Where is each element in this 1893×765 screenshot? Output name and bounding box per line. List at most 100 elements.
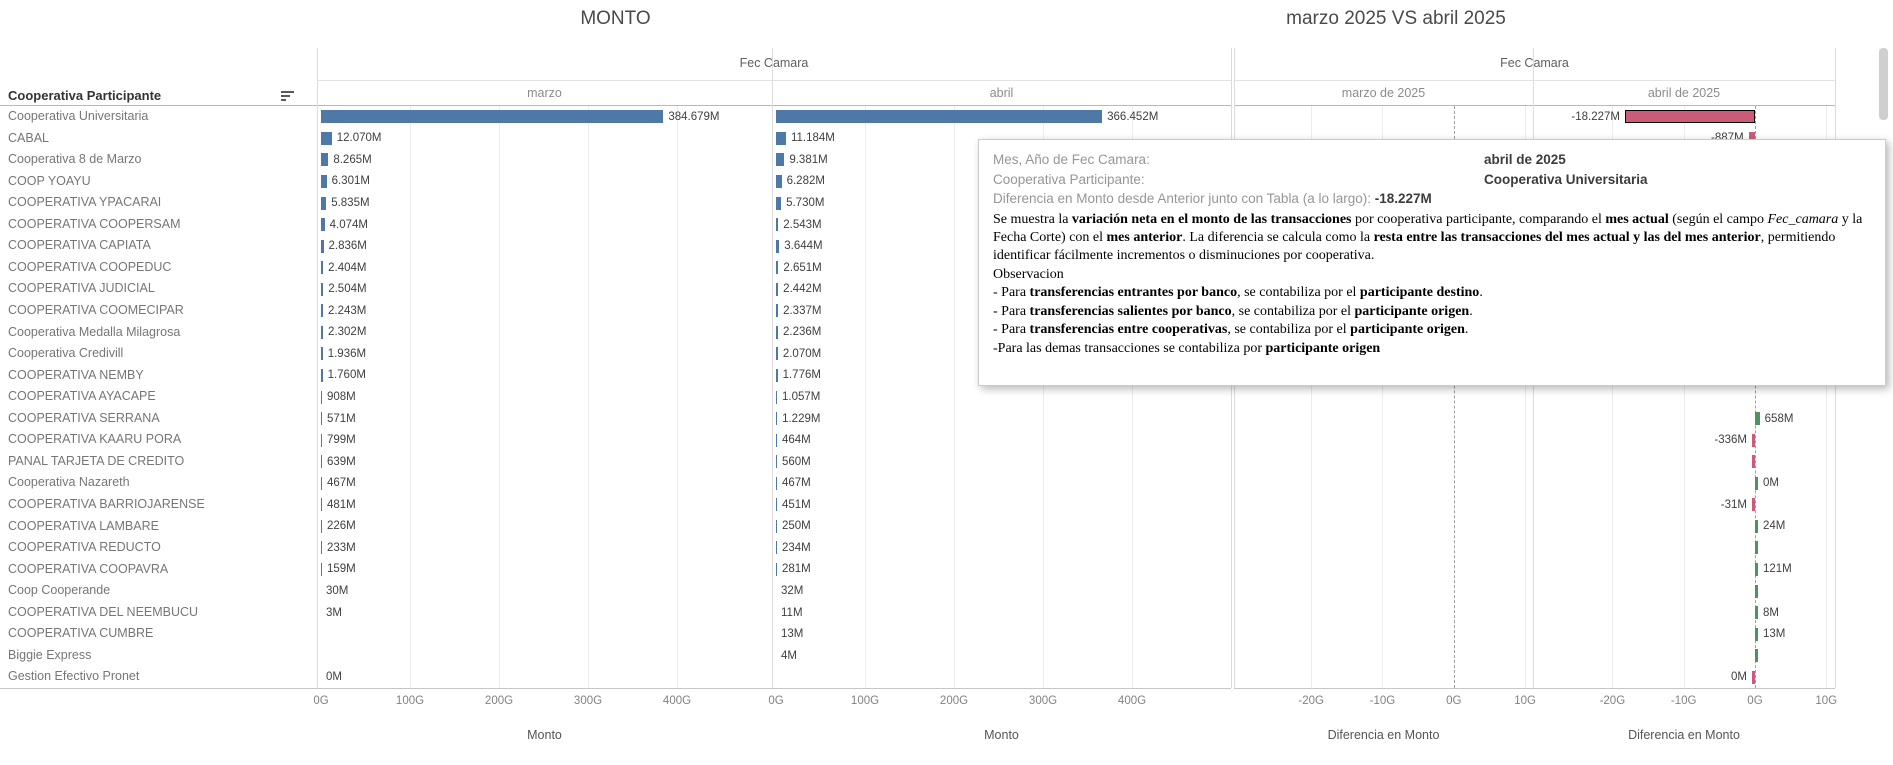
bar-mark[interactable]	[321, 153, 329, 167]
bar-mark[interactable]	[776, 110, 1103, 124]
row-label[interactable]: COOPERATIVA COOMECIPAR	[8, 303, 184, 317]
bar-mark[interactable]	[776, 498, 777, 512]
bar-mark[interactable]	[321, 412, 322, 426]
bar-mark[interactable]	[776, 368, 778, 382]
row-label[interactable]: COOPERATIVA COOPERSAM	[8, 216, 181, 231]
bar-mark[interactable]	[776, 562, 777, 576]
bar-value-label: 250M	[782, 520, 811, 533]
bar-mark[interactable]	[321, 498, 322, 512]
bar-mark[interactable]	[776, 304, 779, 318]
diff-bar-negative[interactable]	[1625, 110, 1755, 124]
row-label[interactable]: COOPERATIVA REDUCTO	[8, 540, 161, 555]
row-label[interactable]: Cooperativa Universitaria	[8, 109, 149, 123]
bar-mark[interactable]	[321, 433, 322, 447]
bar-mark[interactable]	[776, 174, 782, 188]
bar-mark[interactable]	[776, 131, 786, 145]
bar-mark[interactable]	[776, 282, 779, 296]
bar-mark[interactable]	[321, 562, 322, 576]
bar-value-label: 467M	[782, 477, 811, 490]
bar-mark[interactable]	[776, 218, 779, 232]
bar-mark[interactable]	[776, 433, 777, 447]
row-label[interactable]: COOPERATIVA BARRIOJARENSE	[8, 497, 205, 511]
row-label[interactable]: COOPERATIVA SERRANA	[8, 410, 160, 425]
diff-bar-negative[interactable]	[1751, 670, 1755, 684]
bar-mark[interactable]	[321, 282, 324, 296]
bar-mark[interactable]	[776, 390, 777, 404]
diff-bar-positive[interactable]	[1754, 584, 1758, 598]
bar-mark[interactable]	[321, 368, 323, 382]
bar-mark[interactable]	[321, 519, 322, 533]
column-header-marzo[interactable]: marzo	[527, 86, 562, 100]
row-label[interactable]: COOPERATIVA COOPEDUC	[8, 259, 172, 274]
row-label[interactable]: COOPERATIVA CUMBRE	[8, 626, 154, 641]
row-label[interactable]: COOPERATIVA NEMBY	[8, 367, 144, 382]
bar-mark[interactable]	[776, 325, 778, 339]
bar-value-label: 5.835M	[331, 197, 370, 209]
diff-bar-positive[interactable]	[1754, 562, 1758, 576]
bar-value-label: 464M	[782, 434, 811, 447]
axis-tick-label: 0G	[768, 695, 784, 707]
diff-bar-positive[interactable]	[1754, 649, 1758, 663]
diff-bar-negative[interactable]	[1751, 455, 1755, 469]
column-header-marzo-2025[interactable]: marzo de 2025	[1341, 86, 1426, 100]
row-label[interactable]: COOPERATIVA COOPAVRA	[8, 561, 169, 576]
bar-mark[interactable]	[776, 261, 779, 275]
diff-bar-positive[interactable]	[1754, 627, 1758, 641]
bar-mark[interactable]	[321, 476, 322, 490]
bar-value-label: 233M	[327, 541, 356, 554]
bar-mark[interactable]	[321, 218, 325, 232]
bar-mark[interactable]	[321, 131, 332, 145]
row-label[interactable]: Gestion Efectivo Pronet	[8, 669, 140, 684]
bar-mark[interactable]	[321, 347, 323, 361]
bar-mark[interactable]	[776, 196, 782, 210]
diff-bar-positive[interactable]	[1754, 476, 1758, 490]
bar-mark[interactable]	[321, 455, 322, 469]
row-label[interactable]: COOPERATIVA LAMBARE	[8, 518, 159, 533]
diff-bar-positive[interactable]	[1754, 412, 1760, 426]
bar-mark[interactable]	[321, 110, 664, 124]
row-label[interactable]: Cooperativa 8 de Marzo	[8, 152, 142, 167]
bar-mark[interactable]	[776, 476, 777, 490]
bar-mark[interactable]	[321, 390, 322, 404]
row-label[interactable]: COOPERATIVA DEL NEEMBUCU	[8, 604, 199, 619]
row-label[interactable]: Coop Cooperande	[8, 583, 111, 598]
column-header-abril[interactable]: abril	[989, 86, 1014, 100]
bar-mark[interactable]	[776, 412, 778, 426]
row-label[interactable]: COOPERATIVA YPACARAI	[8, 195, 162, 210]
bar-value-label: 1.057M	[782, 391, 821, 403]
bar-mark[interactable]	[776, 455, 777, 469]
row-field-header[interactable]: Cooperativa Participante	[8, 88, 162, 103]
row-label[interactable]: Cooperativa Credivill	[8, 346, 124, 361]
bar-mark[interactable]	[776, 153, 785, 167]
bar-mark[interactable]	[321, 261, 324, 275]
row-label[interactable]: COOPERATIVA JUDICIAL	[8, 281, 155, 296]
diff-bar-positive[interactable]	[1754, 519, 1758, 533]
bar-mark[interactable]	[321, 325, 324, 339]
diff-bar-negative[interactable]	[1751, 433, 1755, 447]
bar-mark[interactable]	[776, 519, 777, 533]
bar-mark[interactable]	[321, 196, 327, 210]
row-label[interactable]: COOPERATIVA AYACAPE	[8, 389, 156, 404]
bar-mark[interactable]	[321, 541, 322, 555]
diff-bar-negative[interactable]	[1751, 498, 1755, 512]
bar-mark[interactable]	[321, 304, 323, 318]
sort-icon[interactable]	[281, 91, 295, 103]
diff-bar-negative[interactable]	[1748, 131, 1755, 145]
column-header-abril-2025[interactable]: abril de 2025	[1647, 86, 1721, 100]
bar-mark[interactable]	[321, 174, 327, 188]
bar-mark[interactable]	[321, 239, 324, 253]
row-label[interactable]: Cooperativa Medalla Milagrosa	[8, 324, 181, 339]
row-label[interactable]: CABAL	[8, 130, 49, 145]
bar-mark[interactable]	[776, 347, 778, 361]
bar-mark[interactable]	[776, 541, 777, 555]
row-label[interactable]: PANAL TARJETA DE CREDITO	[8, 453, 185, 468]
row-label[interactable]: Biggie Express	[8, 647, 92, 662]
row-label[interactable]: COOPERATIVA CAPIATA	[8, 238, 151, 253]
bar-mark[interactable]	[776, 239, 780, 253]
diff-bar-positive[interactable]	[1754, 606, 1758, 620]
row-label[interactable]: Cooperativa Nazareth	[8, 475, 130, 490]
row-label[interactable]: COOPERATIVA KAARU PORA	[8, 432, 182, 447]
diff-bar-positive[interactable]	[1754, 541, 1758, 555]
row-label[interactable]: COOP YOAYU	[8, 173, 91, 188]
vertical-scrollbar-thumb[interactable]	[1879, 48, 1888, 120]
